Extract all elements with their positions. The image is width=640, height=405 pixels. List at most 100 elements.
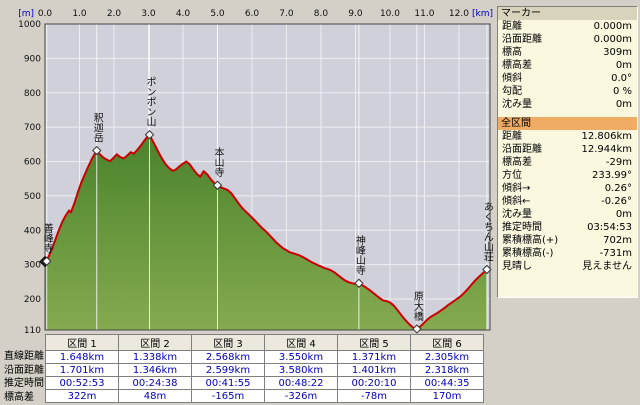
panel-row: 方位 233.99° [498, 169, 637, 182]
marker-info-panel: マーカー 距離 0.000m 沿面距離 0.000m 標高 309m 標高差 0m 傾斜 0.0°… [497, 6, 638, 298]
waypoint-label: 神峰山寺 [353, 234, 365, 275]
table-row-label: 推定時間 [4, 378, 44, 389]
table-row: 322m 48m -165m -326m -78m 170m [45, 389, 484, 403]
table-cell: 1.346km [118, 363, 192, 377]
panel-row-value: 309m [603, 47, 632, 58]
panel-row-value: -29m [605, 157, 632, 168]
table-cell: 322m [45, 389, 119, 403]
waypoint-icon [354, 278, 364, 288]
waypoint-label: ポンポン山 [144, 77, 156, 127]
table-cell: 00:20:10 [337, 376, 411, 390]
svg-text:300: 300 [24, 261, 41, 271]
table-cell: 1.648km [45, 350, 119, 364]
section-column-header: 区間 2 [118, 334, 192, 351]
table-cell: 2.599km [191, 363, 265, 377]
svg-text:1000: 1000 [18, 20, 41, 30]
svg-text:600: 600 [24, 158, 41, 168]
panel-row-value: -731m [599, 248, 632, 259]
x-axis-labels: 0.0 1.0 2.0 3.0 4.0 5.0 6.0 7.0 8.0 9.0 10.0 11.0 12… [38, 9, 469, 19]
panel-row: 推定時間 03:54:53 [498, 221, 637, 234]
table-row: 00:52:53 00:24:38 00:41:55 00:48:22 00:20:10… [45, 376, 484, 390]
table-cell: 00:41:55 [191, 376, 265, 390]
section-column-header: 区間 4 [264, 334, 338, 351]
table-cell: 00:48:22 [264, 376, 338, 390]
panel-row-label: 標高差 [502, 60, 532, 71]
panel-row: 標高差 -29m [498, 156, 637, 169]
section-column-header: 区間 3 [191, 334, 265, 351]
table-cell: 3.580km [264, 363, 338, 377]
panel-row-value: 見えません [582, 261, 632, 272]
table-row-label: 標高差 [4, 391, 34, 403]
panel-row: 累積標高(+) 702m [498, 234, 637, 247]
panel-row: 見晴し 見えません [498, 260, 637, 273]
panel-row-value: 0.000m [593, 34, 632, 45]
svg-text:700: 700 [24, 123, 41, 133]
svg-text:1.0: 1.0 [72, 9, 87, 19]
section-column-header: 区間 1 [45, 334, 119, 351]
panel-row-value: 12.944km [581, 144, 632, 155]
panel-row-label: 累積標高(+) [502, 235, 559, 246]
panel-row: 標高差 0m [498, 59, 637, 72]
panel-row-value: 0.26° [604, 183, 632, 194]
panel-row: 標高 309m [498, 46, 637, 59]
svg-text:200: 200 [24, 295, 41, 305]
svg-text:11.0: 11.0 [414, 9, 434, 19]
panel-row-value: 702m [603, 235, 632, 246]
section-table: 区間 1 区間 2 区間 3 区間 4 区間 5 区間 6 1.648km 1.338km 2… [45, 334, 484, 403]
svg-text:0.0: 0.0 [38, 9, 53, 19]
waypoint-label: 善峰寺 [41, 222, 53, 253]
panel-row-label: 累積標高(-) [502, 248, 554, 259]
table-cell: 00:52:53 [45, 376, 119, 390]
x-axis-unit: [km] [472, 9, 493, 19]
panel-row: 勾配 0 % [498, 85, 637, 98]
table-row-label: 沿面距離 [4, 364, 44, 376]
svg-text:500: 500 [24, 192, 41, 202]
table-cell: 48m [118, 389, 192, 403]
panel-row-label: 沈み量 [502, 99, 532, 110]
waypoint-label: 本山寺 [212, 146, 224, 177]
table-cell: 1.371km [337, 350, 411, 364]
panel-row-value: 0m [615, 99, 632, 110]
section-column-header: 区間 6 [410, 334, 484, 351]
panel-row-value: -0.26° [601, 196, 632, 207]
table-cell: 170m [410, 389, 484, 403]
table-cell: 1.701km [45, 363, 119, 377]
svg-text:9.0: 9.0 [348, 9, 363, 19]
panel-row-label: 傾斜 [502, 73, 522, 84]
svg-text:10.0: 10.0 [380, 9, 400, 19]
waypoint-label: あくちん山荘 [481, 201, 493, 262]
panel-row-value: 0.0° [611, 73, 632, 84]
svg-text:400: 400 [24, 226, 41, 236]
table-cell: 2.318km [410, 363, 484, 377]
svg-text:5.0: 5.0 [210, 9, 225, 19]
table-cell: -78m [337, 389, 411, 403]
waypoint-icon [482, 264, 492, 275]
table-row-label: 直線距離 [4, 351, 44, 362]
marker-section-rows: 距離 0.000m 沿面距離 0.000m 標高 309m 標高差 0m 傾斜 0.0° 勾配 0 %… [498, 20, 637, 111]
waypoint-icon [92, 145, 102, 156]
panel-row: 傾斜 0.0° [498, 72, 637, 85]
total-section-rows: 距離 12.806km 沿面距離 12.944km 標高差 -29m 方位 233.99° 傾斜… [498, 130, 637, 273]
panel-row-label: 推定時間 [502, 222, 542, 233]
svg-text:3.0: 3.0 [141, 9, 156, 19]
panel-row-label: 標高差 [502, 157, 532, 168]
panel-row: 沿面距離 12.944km [498, 143, 637, 156]
panel-row-label: 見晴し [502, 261, 532, 272]
panel-row-label: 方位 [502, 170, 522, 181]
svg-text:110: 110 [24, 326, 41, 336]
panel-row: 沈み量 0m [498, 98, 637, 111]
table-cell: 00:24:38 [118, 376, 192, 390]
panel-row-value: 0.000m [593, 21, 632, 32]
table-cell: 2.568km [191, 350, 265, 364]
marker-section-title: マーカー [498, 7, 637, 20]
panel-row: 傾斜← -0.26° [498, 195, 637, 208]
panel-row-value: 12.806km [581, 131, 632, 142]
panel-row-label: 距離 [502, 131, 522, 142]
table-cell: 1.401km [337, 363, 411, 377]
panel-row-value: 0m [615, 60, 632, 71]
plot-border [44, 23, 491, 331]
svg-text:2.0: 2.0 [107, 9, 122, 19]
panel-row-label: 勾配 [502, 86, 522, 97]
elevation-line [44, 133, 488, 330]
